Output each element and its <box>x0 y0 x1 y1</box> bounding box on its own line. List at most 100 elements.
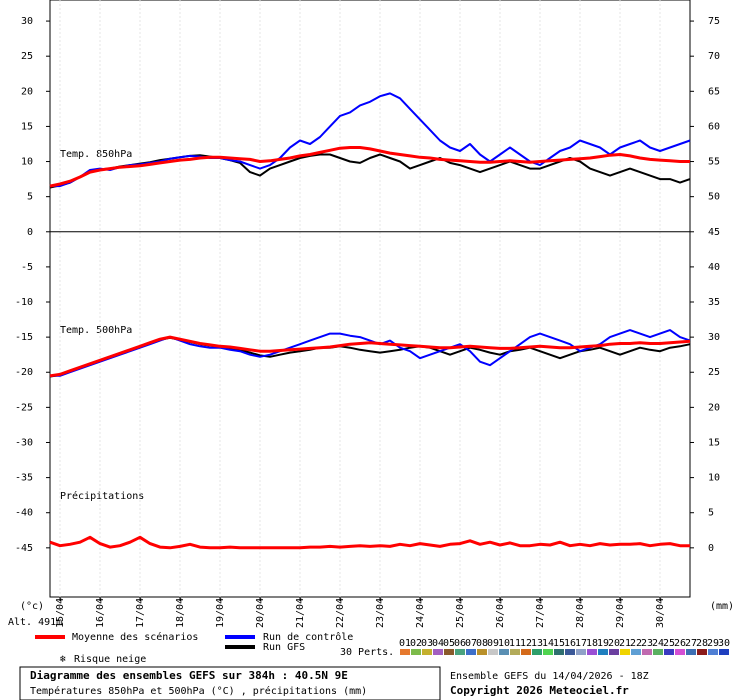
y-axis-label: (°c) <box>20 601 44 612</box>
footer-copyright: Copyright 2026 Meteociel.fr <box>450 684 629 697</box>
pert-swatch <box>620 649 630 655</box>
series-line <box>49 153 691 189</box>
x-tick-label: 19/04 <box>215 598 226 628</box>
pert-label: 26 <box>674 638 686 649</box>
pert-swatch <box>653 649 663 655</box>
y2-tick-label: 50 <box>708 192 720 203</box>
x-tick-label: 24/04 <box>415 598 426 628</box>
legend-label: Run de contrôle <box>263 631 353 643</box>
y2-tick-label: 70 <box>708 51 720 62</box>
series-line <box>49 146 690 188</box>
y2-tick-label: 55 <box>708 157 720 168</box>
pert-label: 12 <box>520 638 532 649</box>
pert-label: 16 <box>564 638 576 649</box>
pert-label: 03 <box>421 638 433 649</box>
x-tick-label: 15/04 <box>55 598 66 628</box>
pert-swatch <box>521 649 531 655</box>
y-tick-label: 5 <box>27 192 33 203</box>
pert-label: 30 <box>718 638 730 649</box>
y2-tick-label: 5 <box>708 508 714 519</box>
x-tick-label: 23/04 <box>375 598 386 628</box>
pert-swatch <box>642 649 652 655</box>
panel-label: Temp. 850hPa <box>60 149 132 160</box>
pert-label: 28 <box>696 638 708 649</box>
pert-swatch <box>565 649 575 655</box>
pert-label: 19 <box>597 638 609 649</box>
pert-swatch <box>697 649 707 655</box>
pert-swatch <box>455 649 465 655</box>
pert-swatch <box>422 649 432 655</box>
y-tick-label: 20 <box>21 86 33 97</box>
footer-subtitle: Températures 850hPa et 500hPa (°C) , pré… <box>30 685 367 697</box>
y2-tick-label: 75 <box>708 16 720 27</box>
altitude: Alt. 491m <box>8 617 62 628</box>
y-tick-label: -5 <box>21 262 33 273</box>
pert-swatch <box>708 649 718 655</box>
pert-label: 04 <box>432 638 444 649</box>
pert-label: 29 <box>707 638 719 649</box>
x-tick-label: 27/04 <box>535 598 546 628</box>
y2-tick-label: 20 <box>708 402 720 413</box>
x-tick-label: 22/04 <box>335 598 346 628</box>
footer-box <box>19 666 441 700</box>
series-line <box>50 92 691 188</box>
pert-label: 15 <box>553 638 565 649</box>
pert-swatch <box>488 649 498 655</box>
pert-swatch <box>686 649 696 655</box>
y-tick-label: 10 <box>21 157 33 168</box>
series-line <box>50 329 691 377</box>
pert-label: 18 <box>586 638 598 649</box>
pert-swatch <box>400 649 410 655</box>
x-tick-label: 16/04 <box>95 598 106 628</box>
y2-tick-label: 15 <box>708 437 720 448</box>
y-tick-label: -40 <box>15 508 33 519</box>
x-tick-label: 26/04 <box>495 598 506 628</box>
footer-title: Diagramme des ensembles GEFS sur 384h : … <box>30 669 348 682</box>
legend-label: 30 Perts. <box>340 647 394 658</box>
pert-swatch <box>433 649 443 655</box>
pert-label: 10 <box>498 638 510 649</box>
y2-axis-label: (mm) <box>710 601 734 612</box>
pert-swatch <box>477 649 487 655</box>
pert-label: 22 <box>630 638 642 649</box>
x-tick-label: 29/04 <box>615 598 626 628</box>
y2-tick-label: 35 <box>708 297 720 308</box>
panel-label: Précipitations <box>60 490 144 502</box>
series-line <box>49 535 690 550</box>
y-tick-label: -20 <box>15 367 33 378</box>
pert-label: 24 <box>652 638 664 649</box>
pert-swatch <box>499 649 509 655</box>
y-tick-label: -35 <box>15 473 33 484</box>
pert-label: 13 <box>531 638 543 649</box>
y-tick-label: -10 <box>15 297 33 308</box>
pert-swatch <box>532 649 542 655</box>
pert-label: 27 <box>685 638 697 649</box>
x-tick-label: 18/04 <box>175 598 186 628</box>
pert-label: 07 <box>465 638 477 649</box>
y-tick-label: 25 <box>21 51 33 62</box>
y-tick-label: 30 <box>21 16 33 27</box>
pert-swatch <box>719 649 729 655</box>
legend-label: Risque neige <box>74 654 146 665</box>
pert-label: 14 <box>542 638 554 649</box>
pert-swatch <box>664 649 674 655</box>
y-tick-label: 15 <box>21 121 33 132</box>
pert-swatch <box>510 649 520 655</box>
y-tick-label: 0 <box>27 227 33 238</box>
pert-swatch <box>576 649 586 655</box>
pert-swatch <box>411 649 421 655</box>
pert-label: 06 <box>454 638 466 649</box>
series-line <box>49 335 691 378</box>
x-tick-label: 20/04 <box>255 598 266 628</box>
pert-swatch <box>675 649 685 655</box>
pert-label: 08 <box>476 638 488 649</box>
x-tick-label: 17/04 <box>135 598 146 628</box>
x-tick-label: 21/04 <box>295 598 306 628</box>
y-tick-label: -30 <box>15 437 33 448</box>
y2-tick-label: 25 <box>708 367 720 378</box>
y2-tick-label: 60 <box>708 121 720 132</box>
y2-tick-label: 45 <box>708 227 720 238</box>
pert-label: 25 <box>663 638 675 649</box>
panel-label: Temp. 500hPa <box>60 325 132 336</box>
